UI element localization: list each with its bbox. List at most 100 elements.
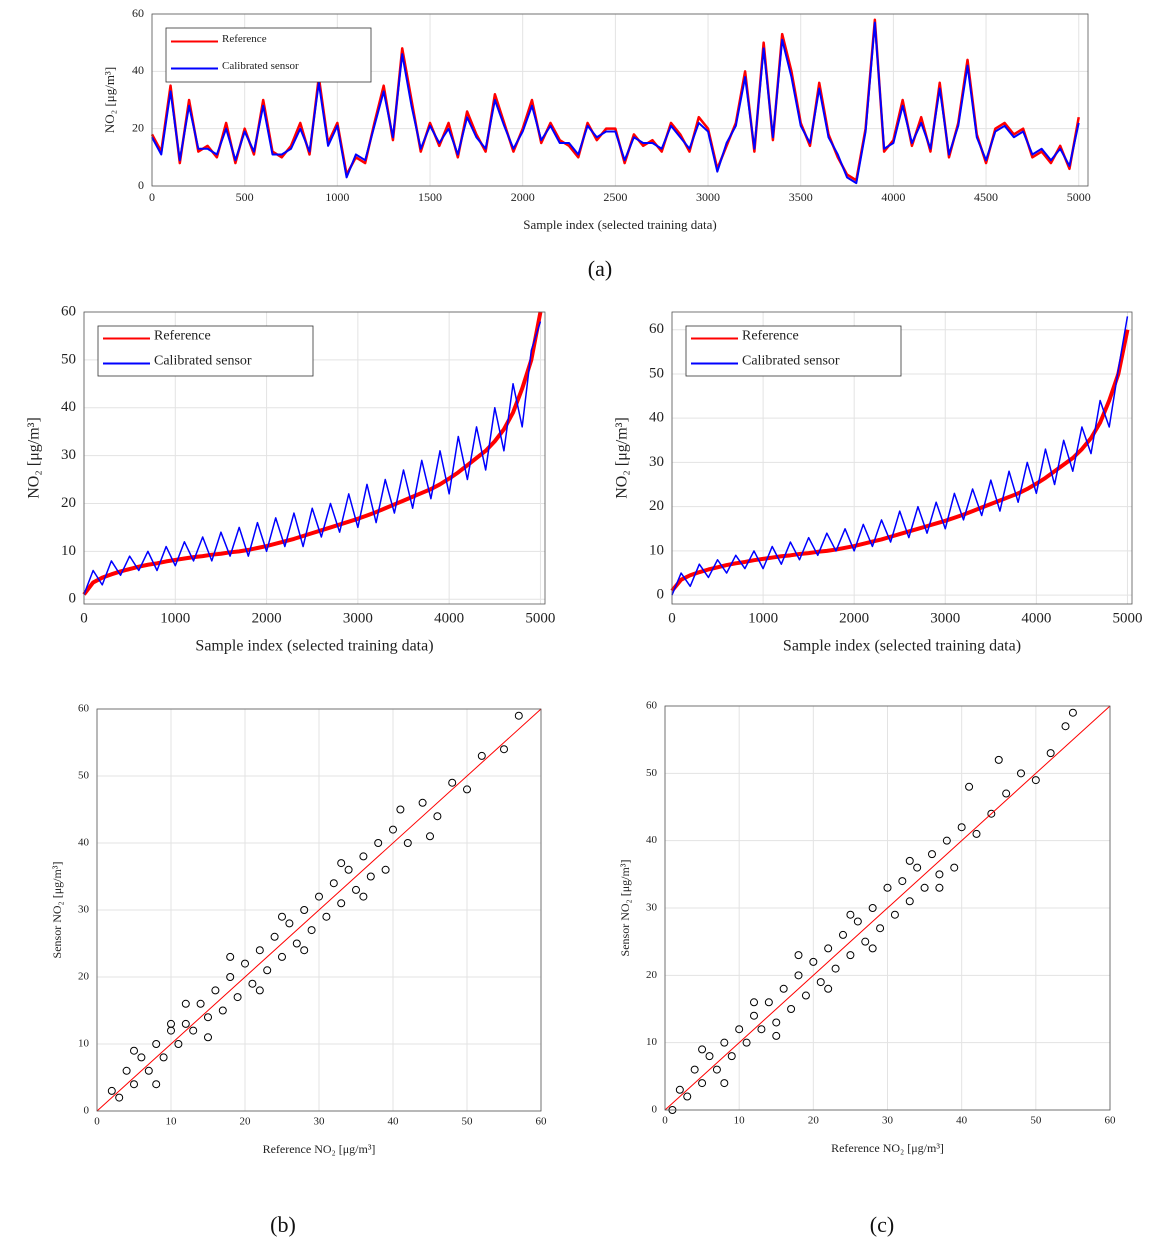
scatter-point (772, 1031, 781, 1040)
y-tick-label: 60 (61, 303, 76, 319)
scatter-point (463, 785, 471, 794)
scatter-point (698, 1045, 707, 1054)
line-series (83, 321, 542, 595)
scatter-point (794, 951, 803, 960)
scatter-point (735, 1025, 744, 1034)
scatter-point (270, 932, 279, 941)
scatter-point (764, 998, 773, 1007)
x-axis-label: Sample index (selected training data) (783, 638, 1021, 655)
x-tick-label: 5000 (525, 610, 555, 626)
x-tick-label: 20 (808, 1115, 820, 1127)
scatter-point (204, 1013, 212, 1022)
scatter-point (255, 986, 264, 995)
y-tick-label: 30 (61, 447, 76, 463)
scatter-point (994, 755, 1003, 764)
legend-label: Calibrated sensor (222, 60, 299, 72)
scatter-point (366, 872, 375, 881)
scatter-point (144, 1066, 153, 1075)
y-tick-label: 20 (649, 498, 664, 514)
scatter-point (122, 1066, 131, 1075)
scatter-point (1046, 749, 1055, 758)
x-axis-label: Reference NO₂ [μg/m³] (831, 1141, 944, 1155)
x-tick-label: 2000 (511, 190, 535, 204)
scatter-point (824, 944, 833, 953)
legend-box (97, 325, 314, 377)
scatter-point (152, 1080, 161, 1089)
scatter-point (337, 859, 346, 868)
scatter-point (957, 823, 966, 832)
x-tick-label: 60 (536, 1116, 548, 1128)
x-axis-label: Sample index (selected training data) (523, 217, 716, 232)
scatter-point (344, 865, 353, 874)
x-tick-label: 3000 (343, 610, 373, 626)
scatter-point (890, 910, 899, 919)
scatter-point (115, 1093, 124, 1102)
scatter-point (935, 883, 944, 892)
scatter-point (750, 1011, 758, 1020)
caption: (a) (587, 256, 613, 281)
scatter-point (381, 865, 390, 874)
scatter-point (942, 836, 951, 845)
y-axis-label: Sensor NO₂ [μg/m³] (50, 862, 64, 959)
y-tick-label: 10 (78, 1038, 90, 1050)
chart: 0 1000 2000 3000 4000 5000 0 10 20 30 40 50 60 Sample… (26, 303, 556, 654)
x-tick-label: 2000 (252, 610, 282, 626)
scatter-point (307, 926, 316, 935)
y-tick-label: 30 (649, 454, 664, 470)
scatter-point (868, 944, 877, 953)
scatter-point (226, 973, 235, 981)
scatter-point (174, 1040, 183, 1048)
axes-frame (671, 311, 1133, 605)
scatter-point (935, 870, 944, 879)
chart: 0 500 1000 1500 2000 2500 3000 3500 4000 4500 5000… (102, 6, 1091, 232)
chart: 0 1000 2000 3000 4000 5000 0 10 20 30 40 50 60 Sample… (614, 311, 1142, 655)
y-tick-label: 0 (657, 587, 665, 603)
scatter-point (285, 919, 294, 928)
x-axis-label: Reference NO₂ [μg/m³] (263, 1142, 376, 1156)
scatter-point (241, 959, 249, 968)
y-tick-label: 20 (78, 971, 90, 983)
legend-box (685, 325, 902, 377)
scatter-point (152, 1040, 161, 1048)
scatter-point (181, 999, 190, 1008)
scatter-point (861, 937, 870, 946)
x-tick-label: 4000 (434, 610, 464, 626)
chart: 0 10 20 30 40 50 60 0 10 20 30 40 50 60 Reference NO₂ … (50, 703, 547, 1156)
scatter-point (742, 1038, 751, 1047)
scatter-point (779, 984, 788, 993)
y-tick-label: 10 (649, 542, 664, 558)
scatter-point (787, 1005, 796, 1013)
scatter-point (352, 885, 360, 894)
y-tick-label: 60 (649, 321, 664, 337)
scatter-point (329, 879, 338, 888)
x-tick-label: 5000 (1112, 610, 1142, 626)
x-tick-label: 2500 (603, 190, 627, 204)
y-tick-label: 0 (69, 591, 77, 607)
x-tick-label: 30 (314, 1116, 326, 1128)
scatter-point (300, 946, 309, 955)
x-tick-label: 0 (94, 1116, 100, 1128)
legend-label: Reference (222, 33, 267, 45)
scatter-point (359, 892, 368, 901)
y-tick-label: 40 (78, 837, 90, 849)
legend-box (165, 27, 372, 83)
legend-label: Reference (154, 329, 211, 344)
reference-line (664, 705, 1111, 1111)
scatter-point (794, 971, 803, 980)
y-tick-label: 50 (61, 351, 76, 367)
x-tick-label: 500 (236, 190, 254, 204)
x-tick-label: 40 (956, 1115, 968, 1127)
scatter-point (913, 863, 922, 872)
axes-frame (664, 705, 1111, 1111)
x-tick-label: 1000 (748, 610, 778, 626)
y-tick-label: 20 (132, 120, 144, 134)
scatter-point (130, 1046, 138, 1055)
scatter-point (159, 1053, 168, 1062)
scatter-point (905, 897, 914, 906)
scatter-point (300, 906, 309, 914)
y-tick-label: 50 (649, 365, 664, 381)
scatter-point (750, 998, 758, 1007)
line-series (151, 21, 1080, 185)
scatter-point (705, 1052, 714, 1061)
scatter-point (965, 782, 974, 791)
